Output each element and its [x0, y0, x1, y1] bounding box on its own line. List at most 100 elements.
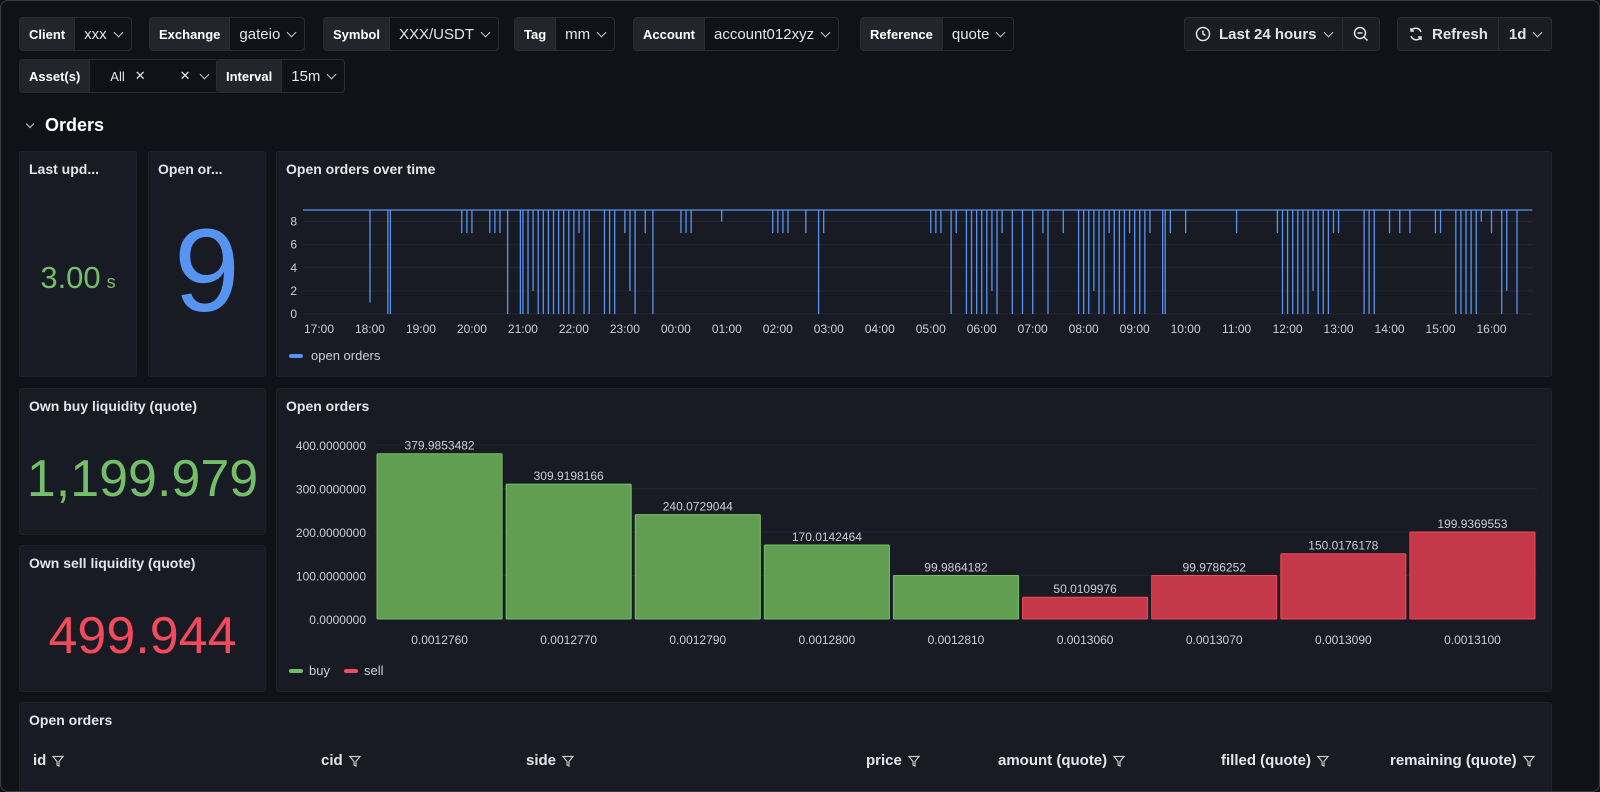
- panel-title: Last upd...: [29, 161, 99, 177]
- exchange-value-text: gateio: [239, 25, 281, 43]
- reference-variable-label: Reference: [861, 18, 943, 50]
- chevron-down-icon: [1323, 27, 1333, 37]
- stat-unit: s: [106, 272, 116, 292]
- chevron-down-icon: [326, 69, 337, 79]
- buy-liquidity-value: 1,199.979: [26, 450, 259, 508]
- sell-liquidity-panel: Own sell liquidity (quote) 499.944: [19, 545, 266, 692]
- panel-title: Own buy liquidity (quote): [29, 398, 197, 414]
- bar-buy: [892, 575, 1020, 620]
- client-value-text: xxx: [84, 25, 107, 43]
- time-picker[interactable]: Last 24 hours: [1184, 17, 1380, 51]
- column-header-filled[interactable]: filled (quote): [1221, 752, 1329, 769]
- chevron-down-icon: [820, 27, 831, 37]
- interval-value-text: 15m: [291, 67, 321, 85]
- x-tick-label: 10:00: [1171, 322, 1201, 336]
- exchange-variable[interactable]: Exchange gateio: [149, 17, 306, 51]
- refresh-control[interactable]: Refresh 1d: [1397, 17, 1553, 51]
- symbol-variable-label: Symbol: [324, 18, 390, 50]
- bar-value-label: 379.9853482: [405, 439, 475, 453]
- account-variable-value[interactable]: account012xyz: [705, 18, 838, 50]
- bar-sell: [1151, 575, 1278, 620]
- filter-icon[interactable]: [562, 755, 575, 767]
- open-orders-timeseries[interactable]: 0 2 4 6 8 17:00 18:00 19:00 20:00 21:00 22:00 23:00…: [277, 188, 1553, 378]
- orders-row-toggle[interactable]: Orders: [25, 115, 105, 136]
- column-header-amount[interactable]: amount (quote): [998, 752, 1126, 769]
- timeseries-legend[interactable]: open orders: [289, 348, 380, 363]
- column-header-id[interactable]: id: [33, 752, 65, 769]
- column-label: cid: [321, 752, 343, 769]
- symbol-variable-value[interactable]: XXX/USDT: [390, 18, 498, 50]
- filter-icon[interactable]: [348, 755, 361, 767]
- bar-legend[interactable]: buy sell: [289, 663, 383, 678]
- client-variable[interactable]: Client xxx: [19, 17, 132, 51]
- x-tick-label: 03:00: [814, 322, 844, 336]
- refresh-button[interactable]: Refresh: [1398, 18, 1498, 50]
- bar-value-label: 309.9198166: [534, 469, 604, 483]
- x-tick-label: 02:00: [763, 322, 793, 336]
- x-category-label: 0.0012760: [411, 633, 468, 647]
- assets-variable-label: Asset(s): [20, 60, 91, 92]
- y-tick-label: 6: [290, 238, 297, 252]
- column-header-side[interactable]: side: [526, 752, 575, 769]
- chevron-down-icon: [286, 27, 297, 37]
- bar-value-label: 199.9369553: [1437, 517, 1507, 531]
- x-category-label: 0.0012810: [928, 633, 985, 647]
- x-tick-label: 15:00: [1426, 322, 1456, 336]
- exchange-variable-value[interactable]: gateio: [230, 18, 304, 50]
- reference-variable[interactable]: Reference quote: [860, 17, 1015, 51]
- column-label: amount (quote): [998, 752, 1108, 769]
- symbol-value-text: XXX/USDT: [398, 25, 474, 43]
- reference-variable-value[interactable]: quote: [943, 18, 1014, 50]
- assets-variable[interactable]: Asset(s) All ✕ ✕: [19, 59, 219, 93]
- interval-variable-value[interactable]: 15m: [282, 60, 344, 92]
- bar-value-label: 240.0729044: [663, 500, 733, 514]
- panel-title: Own sell liquidity (quote): [29, 555, 196, 571]
- filter-icon[interactable]: [1317, 755, 1329, 767]
- filter-icon[interactable]: [1113, 755, 1126, 767]
- open-orders-count-value: 9: [174, 205, 240, 337]
- section-title: Orders: [45, 115, 105, 135]
- open-orders-count-panel: Open or... 9: [148, 151, 266, 377]
- open-orders-bar-chart[interactable]: 0.0000000 100.0000000 200.0000000 300.00000…: [277, 423, 1553, 663]
- tag-variable[interactable]: Tag mm: [514, 17, 616, 51]
- client-variable-value[interactable]: xxx: [75, 18, 131, 50]
- bar-sell: [1022, 596, 1149, 620]
- interval-variable[interactable]: Interval 15m: [216, 59, 346, 93]
- zoom-out-button[interactable]: [1341, 18, 1379, 50]
- assets-chip-text: All: [110, 68, 125, 84]
- y-tick-label: 4: [290, 261, 297, 275]
- x-tick-label: 01:00: [712, 322, 742, 336]
- x-tick-label: 12:00: [1273, 322, 1303, 336]
- bar-sell: [1280, 553, 1407, 620]
- buy-liquidity-panel: Own buy liquidity (quote) 1,199.979: [19, 388, 266, 535]
- filter-icon[interactable]: [1522, 755, 1535, 767]
- time-range-label: Last 24 hours: [1219, 25, 1317, 43]
- tag-variable-value[interactable]: mm: [556, 18, 614, 50]
- tag-variable-label: Tag: [515, 18, 557, 50]
- legend-swatch: [289, 353, 303, 358]
- refresh-interval-picker[interactable]: 1d: [1497, 18, 1552, 50]
- y-tick-label: 8: [290, 215, 297, 229]
- open-orders-time-panel: Open orders over time 0 2 4 6 8 17:00 18:00 19:…: [276, 151, 1552, 377]
- filter-icon[interactable]: [52, 755, 65, 767]
- assets-variable-value[interactable]: All ✕ ✕: [90, 60, 217, 92]
- refresh-label: Refresh: [1432, 25, 1488, 43]
- column-header-price[interactable]: price: [866, 752, 920, 769]
- x-tick-label: 14:00: [1375, 322, 1405, 336]
- column-label: filled (quote): [1221, 752, 1311, 769]
- account-variable[interactable]: Account account012xyz: [633, 17, 840, 51]
- column-header-remaining[interactable]: remaining (quote): [1390, 752, 1535, 769]
- symbol-variable[interactable]: Symbol XXX/USDT: [323, 17, 499, 51]
- x-category-label: 0.0012790: [669, 633, 726, 647]
- column-header-cid[interactable]: cid: [321, 752, 361, 769]
- remove-chip-icon[interactable]: ✕: [134, 68, 146, 83]
- legend-swatch-sell: [343, 668, 358, 673]
- time-range-button[interactable]: Last 24 hours: [1185, 18, 1342, 50]
- exchange-variable-label: Exchange: [150, 18, 231, 50]
- open-orders-bar-panel: Open orders 0.0000000 100.0000000 200.0000…: [276, 388, 1552, 692]
- y-tick-label: 400.0000000: [296, 439, 366, 453]
- clear-icon[interactable]: ✕: [179, 68, 191, 83]
- bar-sell: [1409, 531, 1536, 620]
- filter-icon[interactable]: [907, 755, 920, 767]
- zoom-out-icon: [1353, 26, 1368, 42]
